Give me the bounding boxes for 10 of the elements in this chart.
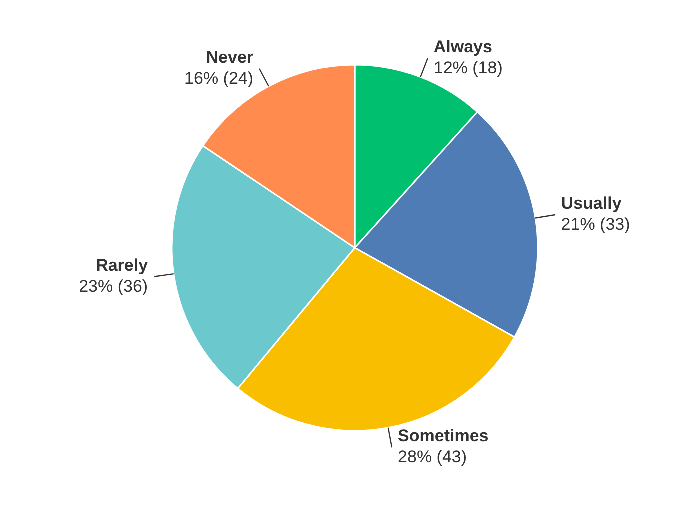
slice-label: Rarely [96,256,149,275]
data-label: 21% (33) [561,215,630,234]
data-label: 16% (24) [184,68,254,88]
slice-label: Sometimes [398,426,489,446]
data-label: 23% (36) [79,276,148,296]
data-label: 28% (43) [398,448,468,467]
slice-label: Always [434,38,492,57]
data-label: 12% (18) [434,58,503,78]
slice-label: Usually [561,194,622,214]
slice-label: Never [206,48,254,67]
